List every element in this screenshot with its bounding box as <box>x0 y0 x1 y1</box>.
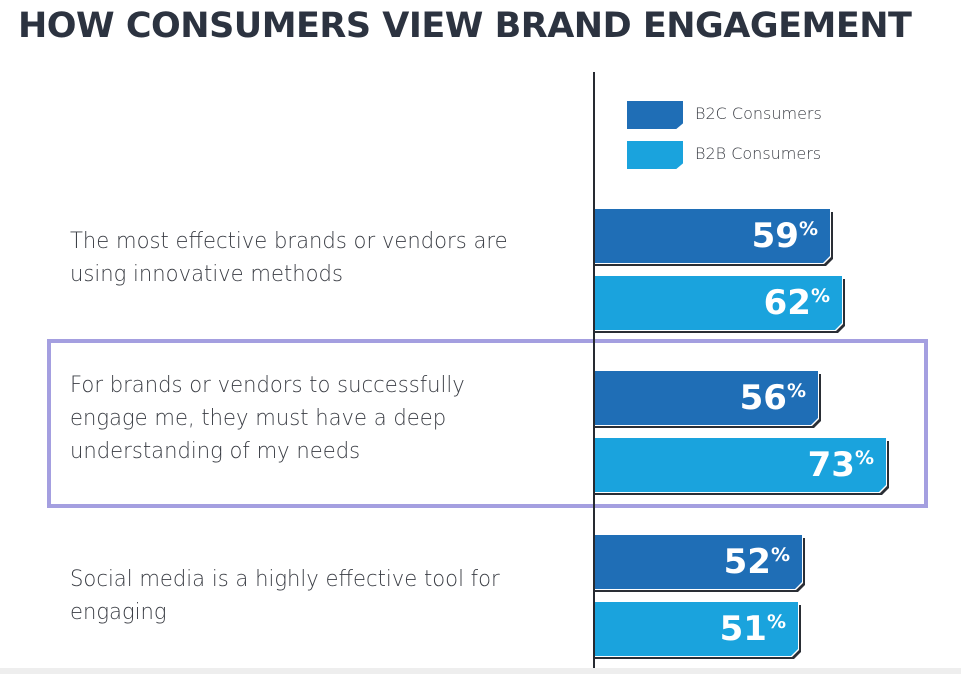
bar-b2b-1: 73% <box>594 438 889 495</box>
category-label-0: The most effective brands or vendors are… <box>70 229 508 287</box>
bar-b2b-2: 51% <box>594 602 801 659</box>
highlight-box <box>47 339 928 508</box>
category-label-1: For brands or vendors to successfully en… <box>70 373 465 464</box>
bar-value-label-b2b-0: 62% <box>764 283 830 323</box>
bar-b2c-1: 56% <box>594 371 821 428</box>
bar-b2c-fill-2 <box>594 535 802 589</box>
legend-label-b2c: B2C Consumers <box>695 104 822 123</box>
category-label-2: Social media is a highly effective tool … <box>70 567 500 625</box>
bar-b2b-fill-1 <box>594 438 886 492</box>
footer-divider <box>0 668 961 674</box>
bar-value-label-b2c-2: 52% <box>724 542 790 582</box>
chart-axis <box>593 72 595 672</box>
bar-value-label-b2c-0: 59% <box>752 216 818 256</box>
bar-b2b-fill-2 <box>594 602 798 656</box>
bar-value-label-b2b-1: 73% <box>808 445 874 485</box>
page-title: HOW CONSUMERS VIEW BRAND ENGAGEMENT <box>18 6 912 46</box>
bar-b2c-fill-1 <box>594 371 818 425</box>
bar-value-label-b2b-2: 51% <box>720 609 786 649</box>
bar-value-label-b2c-1: 56% <box>740 378 806 418</box>
bar-b2c-fill-0 <box>594 209 830 263</box>
legend-swatch-b2b <box>627 141 683 169</box>
bar-b2c-0: 59% <box>594 209 833 266</box>
bar-b2c-2: 52% <box>594 535 805 592</box>
bar-b2b-0: 62% <box>594 276 845 333</box>
legend-swatch-b2c <box>627 101 683 129</box>
legend-label-b2b: B2B Consumers <box>695 144 822 163</box>
bar-b2b-fill-0 <box>594 276 842 330</box>
